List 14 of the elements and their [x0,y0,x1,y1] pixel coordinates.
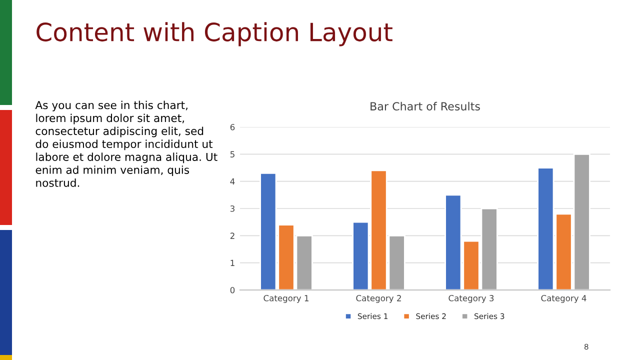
text: Content with Caption Layout [36,22,392,46]
x-tick-label: Category 1 [264,295,308,303]
x-tick-label: Category 2 [356,295,401,303]
y-tick-label: 5 [230,151,234,158]
y-tick-label: 4 [230,178,235,184]
chart-title: Bar Chart of Results [370,102,480,110]
y-tick-label: 2 [230,232,234,239]
x-tick-label: Category 3 [448,295,494,303]
y-tick-label: 6 [230,124,235,130]
text: As you can see in this chart, lorem ipsum dolor sit amet, consectetur adipiscing elit, sed do eiusmod tempor incididunt ut labore et dolore magna aliqua. Ut enim ad minim veniam, quis nostrud. [35,100,218,187]
y-tick-label: 3 [230,205,234,212]
y-tick-label: 0 [230,286,235,294]
x-tick-label: Category 4 [541,295,586,303]
y-tick-label: 1 [230,260,234,266]
